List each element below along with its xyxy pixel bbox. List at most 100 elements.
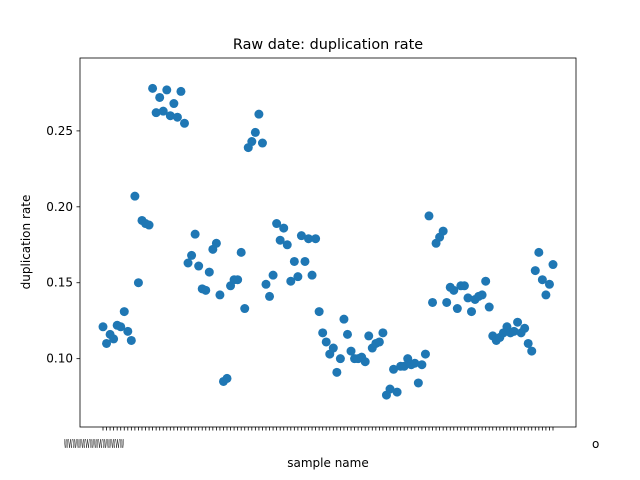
scatter-point [307,270,317,280]
scatter-point [342,329,352,339]
scatter-point [449,285,459,295]
scatter-point [123,326,133,336]
scatter-point [240,304,250,314]
y-tick-label: 0.15 [46,276,73,290]
scatter-point [413,378,423,388]
scatter-point [417,360,427,370]
scatter-point [311,234,321,244]
scatter-point [346,346,356,356]
scatter-point [183,258,193,268]
scatter-point [481,276,491,286]
scatter-point [335,354,345,364]
scatter-point [279,223,289,233]
scatter-point [204,267,214,277]
scatter-point [151,108,161,118]
scatter-point [126,335,136,345]
scatter-point [172,112,182,122]
scatter-point [272,219,282,229]
scatter-point [463,293,473,303]
scatter-point [282,240,292,250]
scatter-point [442,297,452,307]
scatter-point [438,226,448,236]
scatter-point [523,338,533,348]
scatter-point [534,247,544,257]
y-axis: 0.10 0.15 0.20 0.25 [46,124,80,366]
scatter-point [537,275,547,285]
scatter-point [187,250,197,260]
x-axis-label: sample name [287,456,368,470]
x-axis [102,427,554,431]
scatter-point [392,387,402,397]
scatter-point [420,349,430,359]
scatter-point [211,238,221,248]
scatter-point [318,328,328,338]
scatter-point [527,346,537,356]
scatter-point [513,317,523,327]
data-points [98,83,558,400]
scatter-point [247,137,257,147]
scatter-point [385,384,395,394]
scatter-point [520,323,530,333]
scatter-point [548,260,558,270]
scatter-point [424,211,434,221]
scatter-point [530,266,540,276]
scatter-point [250,127,260,137]
scatter-point [194,261,204,271]
scatter-point [165,111,175,121]
scatter-point [304,234,314,244]
scatter-point [286,276,296,286]
x-tick-label-end: o [592,437,599,451]
scatter-point [254,109,264,119]
scatter-point [378,328,388,338]
scatter-point [158,106,168,116]
scatter-point [314,307,324,317]
scatter-point [265,291,275,301]
scatter-point [109,334,119,344]
scatter-point [98,322,108,332]
scatter-point [261,279,271,289]
scatter-point [289,256,299,266]
scatter-point [477,290,487,300]
scatter-point [148,83,158,93]
y-axis-label: duplication rate [19,195,33,290]
scatter-point [176,86,186,96]
scatter-point [452,304,462,314]
scatter-point [190,229,200,239]
scatter-point [328,343,338,353]
scatter-point [155,92,165,102]
y-tick-label: 0.20 [46,200,73,214]
scatter-point [201,285,211,295]
scatter-point [296,231,306,241]
scatter-point [215,290,225,300]
scatter-point [541,290,551,300]
scatter-point [509,326,519,336]
scatter-point [321,337,331,347]
scatter-point [133,278,143,288]
scatter-point [275,235,285,245]
scatter-point [364,331,374,341]
scatter-point [233,275,243,285]
scatter-point [268,270,278,280]
plot-frame [79,57,577,428]
x-tick-label-clutter: WWWWWWWWWWWWWW [64,437,124,451]
scatter-point [300,256,310,266]
scatter-point [459,281,469,291]
scatter-point [332,367,342,377]
chart-title: Raw date: duplication rate [233,37,423,53]
scatter-point [130,191,140,201]
scatter-point [410,358,420,368]
scatter-point [169,99,179,109]
scatter-point [116,322,126,332]
scatter-point [374,337,384,347]
scatter-point [144,220,154,230]
scatter-point [119,307,129,317]
scatter-point [389,364,399,374]
scatter-point [339,314,349,324]
scatter-point [484,302,494,312]
scatter-point [544,279,554,289]
scatter-point [236,247,246,257]
scatter-point [428,297,438,307]
scatter-point [360,357,370,367]
scatter-point [467,307,477,317]
